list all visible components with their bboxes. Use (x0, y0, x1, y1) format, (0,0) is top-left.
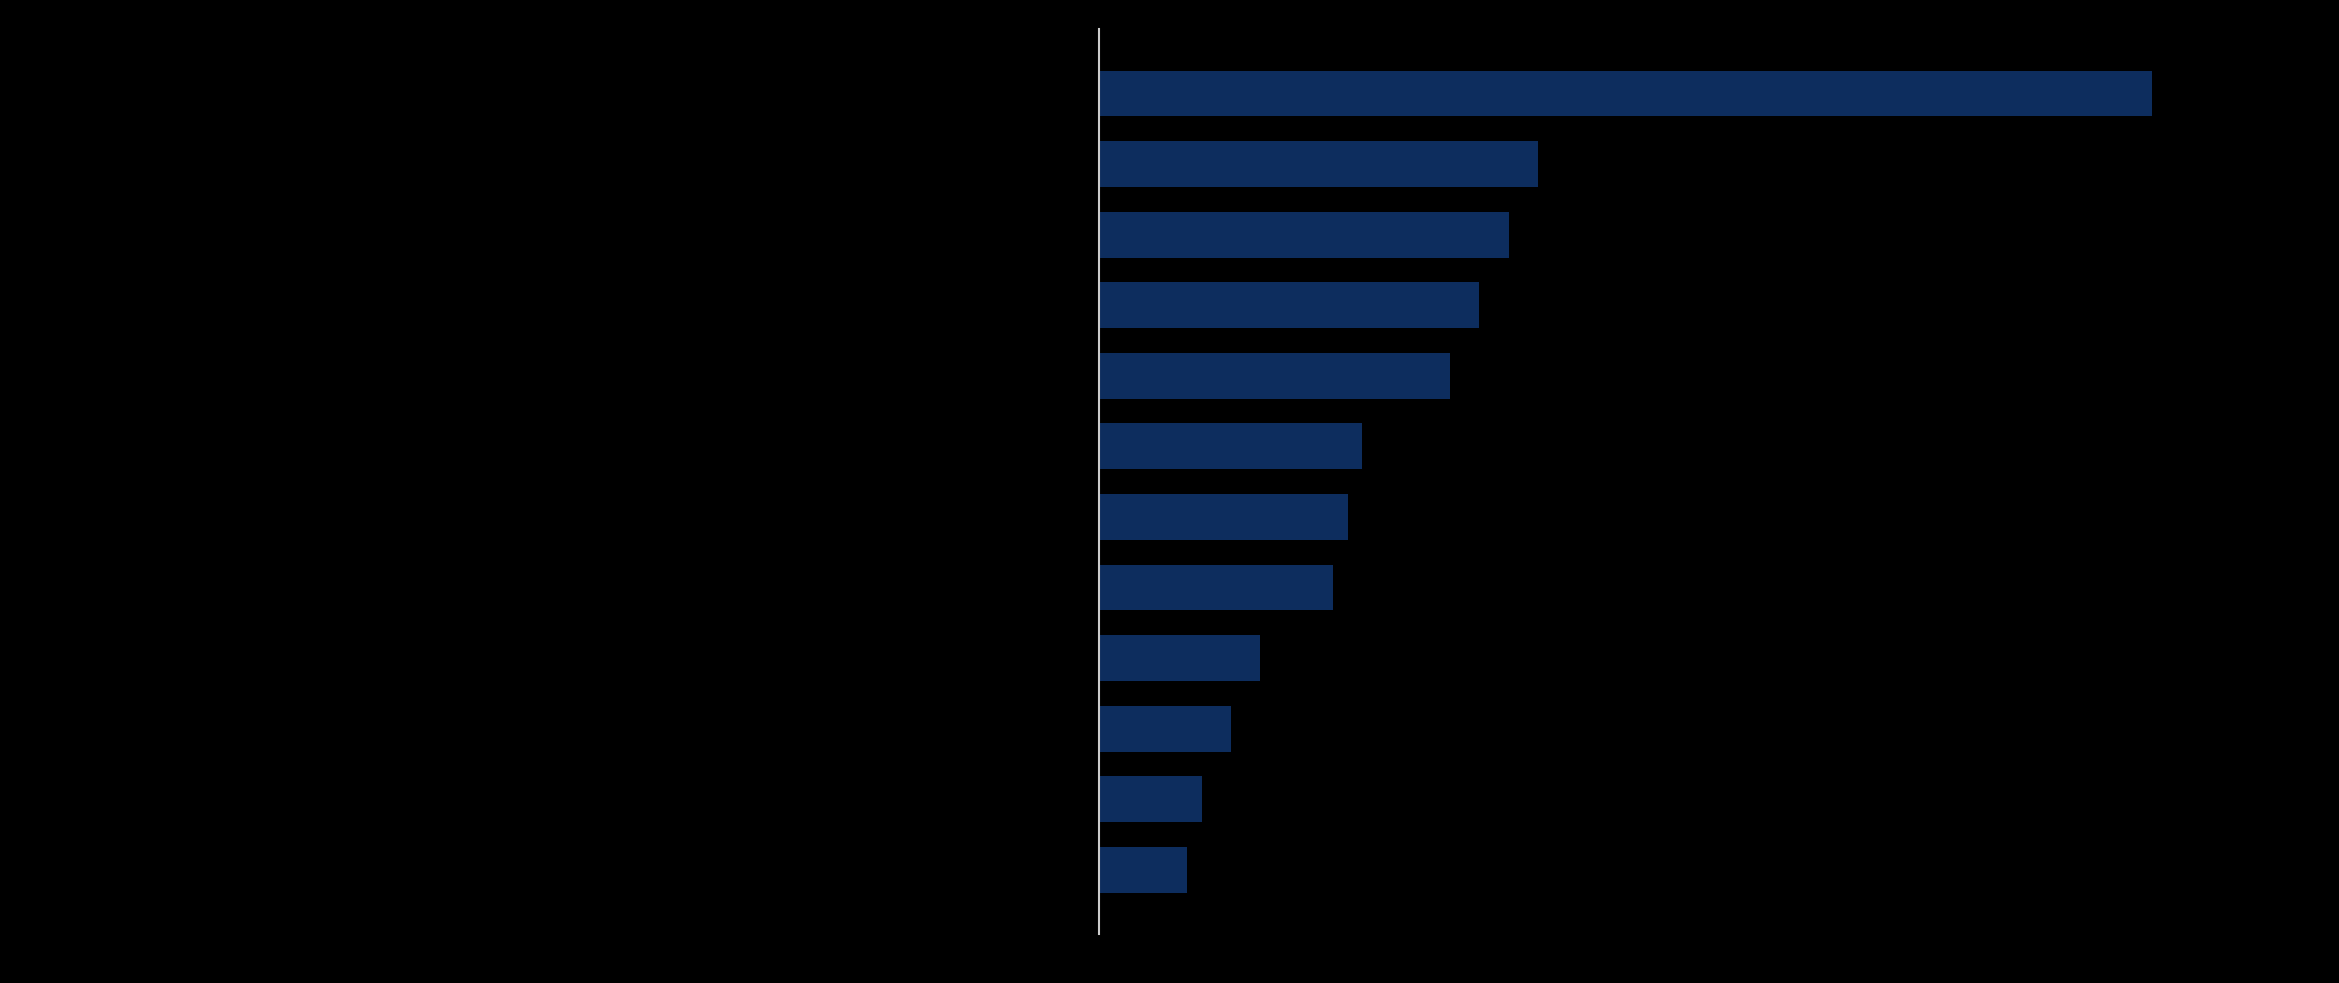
Bar (1099, 635, 1261, 681)
Bar (1099, 847, 1186, 893)
Bar (1099, 564, 1333, 610)
Bar (1099, 424, 1361, 469)
Bar (1099, 211, 1509, 258)
Bar (1099, 777, 1202, 822)
Bar (1099, 494, 1347, 540)
Bar (1099, 353, 1450, 399)
Bar (1099, 282, 1478, 328)
Bar (1099, 71, 2152, 116)
Bar (1099, 706, 1230, 752)
Bar (1099, 142, 1539, 187)
